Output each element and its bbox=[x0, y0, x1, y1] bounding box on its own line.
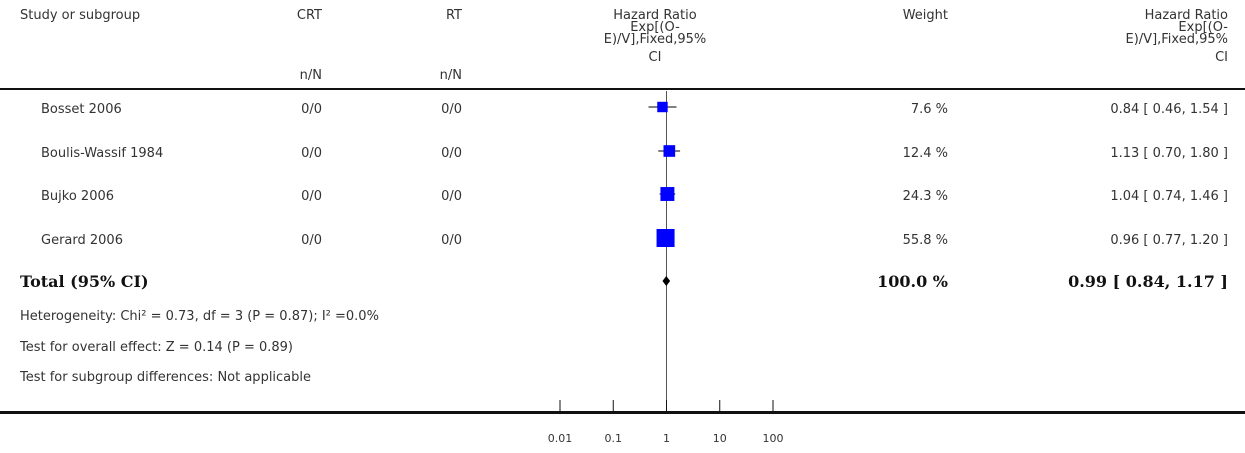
weight-value: 12.4 % bbox=[902, 146, 948, 161]
crt-value: 0/0 bbox=[301, 233, 322, 248]
header-hr-col-line4: CI bbox=[1215, 50, 1228, 65]
weight-value: 24.3 % bbox=[902, 189, 948, 204]
total-ci: 0.99 [ 0.84, 1.17 ] bbox=[1068, 272, 1228, 291]
axis-tick-label: 0.01 bbox=[548, 432, 573, 445]
header-rt-sub: n/N bbox=[439, 68, 462, 83]
header-hazard-ratio-column: Hazard Ratio Exp[(O- E)/V],Fixed,95% CI bbox=[1030, 8, 1228, 65]
header-hr-plot-line1: Hazard Ratio bbox=[613, 8, 697, 23]
hr-ci-value: 1.13 [ 0.70, 1.80 ] bbox=[1110, 146, 1228, 161]
crt-value: 0/0 bbox=[301, 146, 322, 161]
header-weight: Weight bbox=[902, 8, 948, 23]
effect-marker bbox=[656, 229, 675, 247]
pooled-diamond bbox=[662, 276, 671, 286]
axis-tick-label: 100 bbox=[763, 432, 784, 445]
header-rt: RT bbox=[445, 8, 462, 23]
subgroup-note: Test for subgroup differences: Not appli… bbox=[20, 370, 312, 385]
effect-marker bbox=[663, 145, 676, 157]
heterogeneity-note: Heterogeneity: Chi² = 0.73, df = 3 (P = … bbox=[20, 309, 379, 324]
weight-value: 55.8 % bbox=[902, 233, 948, 248]
rt-value: 0/0 bbox=[441, 146, 462, 161]
crt-value: 0/0 bbox=[301, 189, 322, 204]
crt-value: 0/0 bbox=[301, 102, 322, 117]
hr-ci-value: 0.96 [ 0.77, 1.20 ] bbox=[1110, 233, 1228, 248]
effect-marker bbox=[657, 101, 668, 113]
header-hr-plot-line3: E)/V],Fixed,95% bbox=[603, 32, 707, 47]
study-name: Gerard 2006 bbox=[41, 233, 123, 248]
header-crt: CRT bbox=[296, 8, 322, 23]
study-name: Boulis-Wassif 1984 bbox=[41, 146, 164, 161]
header-study: Study or subgroup bbox=[20, 8, 141, 23]
weight-value: 7.6 % bbox=[910, 102, 948, 117]
axis-tick-label: 10 bbox=[713, 432, 727, 445]
study-name: Bosset 2006 bbox=[41, 102, 122, 117]
header-rule bbox=[0, 88, 1245, 90]
total-weight: 100.0 % bbox=[877, 272, 948, 291]
hr-ci-value: 0.84 [ 0.46, 1.54 ] bbox=[1110, 102, 1228, 117]
header-hr-plot-line4: CI bbox=[648, 50, 662, 65]
overall-effect-note: Test for overall effect: Z = 0.14 (P = 0… bbox=[20, 340, 293, 355]
header-crt-sub: n/N bbox=[299, 68, 322, 83]
rt-value: 0/0 bbox=[441, 102, 462, 117]
header-hr-col-line1: Hazard Ratio bbox=[1144, 8, 1228, 23]
axis-tick-label: 1 bbox=[663, 432, 670, 445]
axis-tick-label: 0.1 bbox=[605, 432, 623, 445]
effect-marker bbox=[660, 187, 675, 201]
hr-ci-value: 1.04 [ 0.74, 1.46 ] bbox=[1110, 189, 1228, 204]
rt-value: 0/0 bbox=[441, 189, 462, 204]
header-hazard-ratio-plot: Hazard Ratio Exp[(O- E)/V],Fixed,95% CI bbox=[580, 8, 730, 65]
rt-value: 0/0 bbox=[441, 233, 462, 248]
header-hr-col-line3: E)/V],Fixed,95% bbox=[1125, 32, 1228, 47]
total-label: Total (95% CI) bbox=[20, 272, 149, 291]
header-hr-plot-line2: Exp[(O- bbox=[630, 20, 680, 35]
study-name: Bujko 2006 bbox=[41, 189, 115, 204]
header-hr-col-line2: Exp[(O- bbox=[1178, 20, 1228, 35]
footer-rule bbox=[0, 411, 1245, 414]
